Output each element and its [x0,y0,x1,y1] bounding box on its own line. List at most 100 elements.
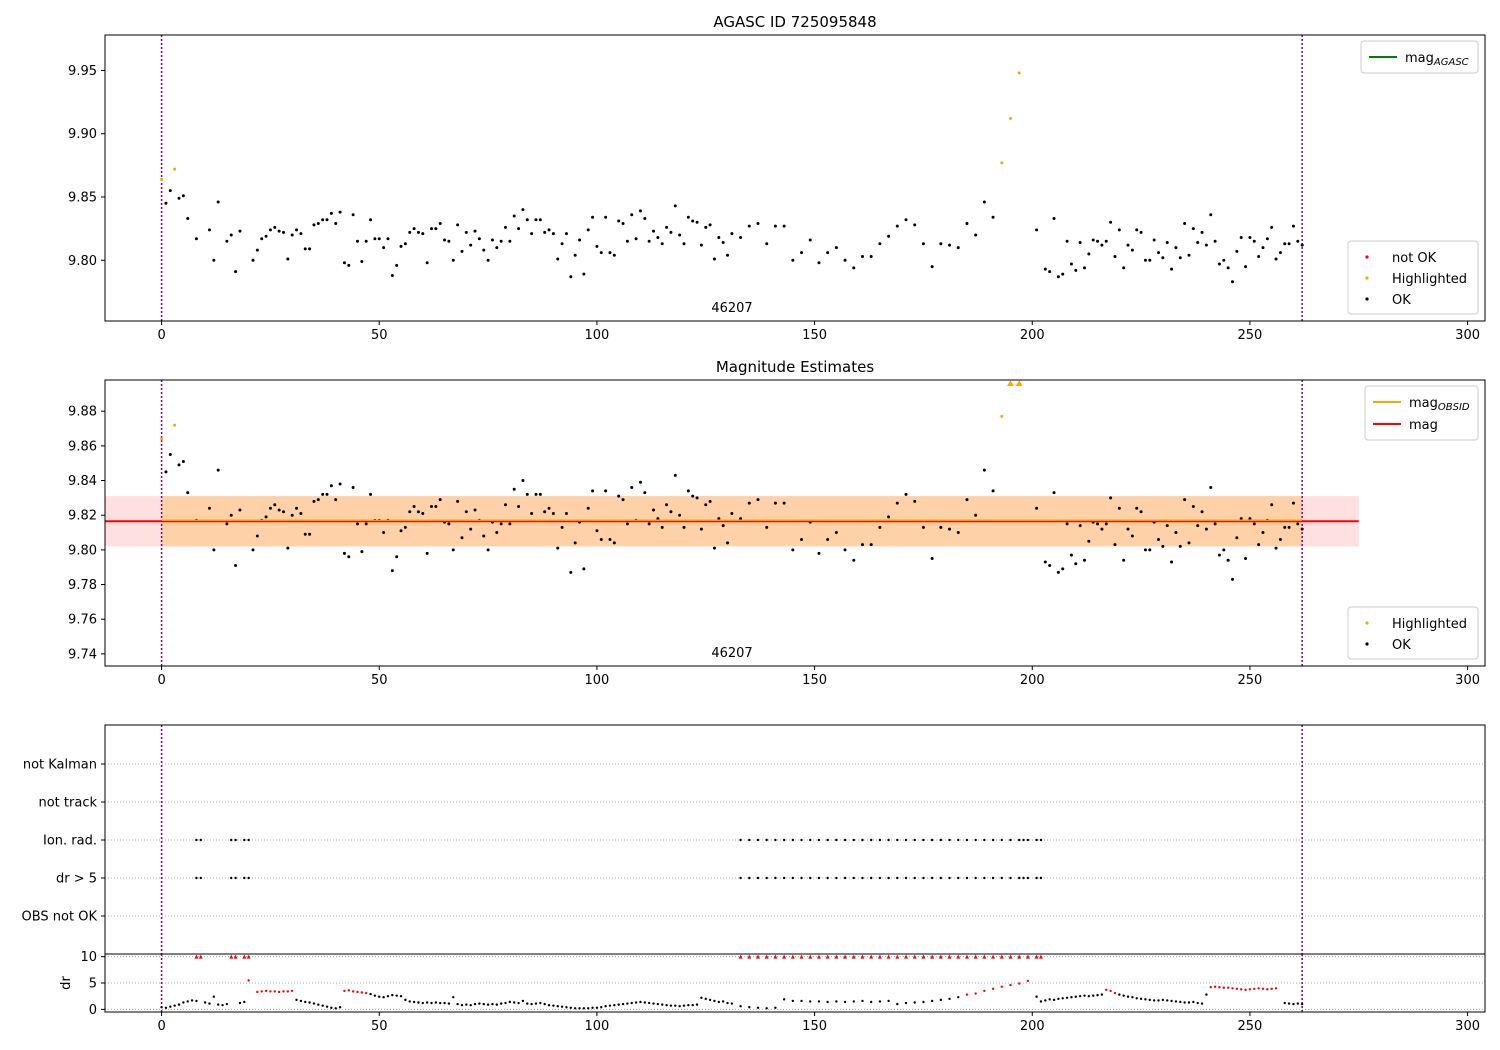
dr-ok-point [904,1001,908,1005]
ion-rad-flag-point [817,838,821,842]
agasc-point-legend: not OK Highlighted OK [1347,240,1479,315]
agasc-ok-point [1191,227,1195,231]
agasc-ok-point [678,233,682,237]
dr-ok-point [852,1000,855,1003]
estimates-ok-point [338,482,342,486]
ion-rad-flag-point [230,838,233,842]
dr-high-point [290,989,294,993]
ion-rad-flag-point [922,838,925,842]
estimates-ok-point [456,499,460,503]
dr-ok-point [404,998,407,1002]
dr-ok-point [513,1001,516,1004]
agasc-ok-point [708,223,712,227]
agasc-ok-point [168,189,172,193]
agasc-ok-point [638,209,642,213]
dr-gt5-flag-point [1035,876,1038,880]
estimates-legend-point-label: Highlighted [1392,617,1467,632]
agasc-ok-point [591,215,595,219]
agasc-ok-point [207,228,211,232]
estimates-ok-point [800,537,804,541]
agasc-ok-point [1165,241,1169,245]
estimates-legend-line-label: mag [1409,418,1438,433]
agasc-ok-point [1200,230,1204,234]
dr-ok-point [617,1003,620,1006]
dr-ok-point [495,1003,498,1006]
agasc-ok-point [477,237,481,241]
estimates-ok-point [1222,548,1226,552]
dr-ok-point [408,1000,411,1003]
estimates-ok-point [286,546,290,550]
estimates-ok-point [756,498,760,502]
agasc-ok-point [686,215,690,219]
dr-ok-point [412,1000,416,1004]
flag-row-label: not track [38,796,97,811]
estimates-ok-point [229,513,233,517]
estimates-ok-point [1056,570,1060,574]
agasc-ok-point [308,247,312,251]
estimates-ok-point [1087,539,1091,543]
agasc-ok-point [425,261,429,265]
agasc-ok-point [656,235,660,239]
dr-ok-point [456,1002,459,1006]
agasc-ok-point [1257,254,1261,258]
estimates-ok-point [582,567,586,571]
agasc-ok-point [482,248,486,252]
estimates-ok-point [1200,510,1204,514]
estimates-ok-point [1291,501,1295,505]
estimates-ok-point [1135,506,1139,510]
dr-ok-point [717,1000,721,1004]
dr-clipped-marker [1034,954,1039,959]
dr-ok-point [399,994,403,998]
estimates-obsid-annotation: 46207 [711,646,752,661]
dr-ok-point [726,1001,729,1005]
agasc-ok-point [647,239,651,243]
estimates-ok-point [482,534,486,538]
dr-clipped-marker [973,954,978,959]
dr-ok-point [1126,995,1130,998]
ion-rad-flag-point [1035,838,1038,842]
dr-gt5-flag-point [965,876,969,880]
agasc-legend-point-label: OK [1392,293,1411,308]
dr-ok-point [508,1000,512,1004]
estimates-ok-point [342,551,346,555]
flags-plot-area: not Kalman not track Ion. rad. dr > 5 OBS no… [22,724,1486,955]
estimates-ok-point [1061,567,1065,571]
ion-rad-flag-point [199,838,202,842]
agasc-ok-point [1252,239,1256,243]
agasc-ok-point [1196,241,1200,245]
dr-axis-label: dr [59,976,74,990]
estimates-ok-point [660,525,664,529]
dr-ok-point [800,999,803,1003]
dr-ok-point [382,996,385,999]
estimates-ytick-label: 9.80 [68,543,97,558]
estimates-ok-point [1283,525,1287,529]
estimates-legend-point-label: OK [1392,638,1411,653]
estimates-ok-point [486,548,490,552]
estimates-ok-point [1065,522,1069,526]
dr-ok-point [1200,1002,1204,1005]
dr-gt5-flag-point [861,876,864,880]
estimates-ok-point [186,491,190,495]
estimates-ok-point [1226,558,1230,562]
estimates-ok-point [1191,505,1195,509]
estimates-ok-point [630,485,634,489]
dr-high-point [343,989,346,993]
estimates-ok-point [538,492,542,496]
estimates-ok-point [1287,525,1291,529]
agasc-axes-frame [104,34,1486,322]
dr-high-point [269,990,272,993]
dr-clipped-marker [843,954,848,959]
estimates-ok-point [547,506,551,510]
dr-ok-point [243,1000,246,1004]
dr-gt5-flag-point [957,876,960,880]
dr-high-point [273,990,276,993]
dr-clipped-marker [747,954,752,959]
estimates-ok-point [1204,527,1208,531]
estimates-ok-point [1126,527,1130,531]
agasc-ok-point [691,219,695,223]
estimates-ok-point [1035,506,1039,510]
dr-high-point [277,990,281,994]
agasc-ok-point [726,253,730,257]
agasc-ok-point [617,219,621,223]
